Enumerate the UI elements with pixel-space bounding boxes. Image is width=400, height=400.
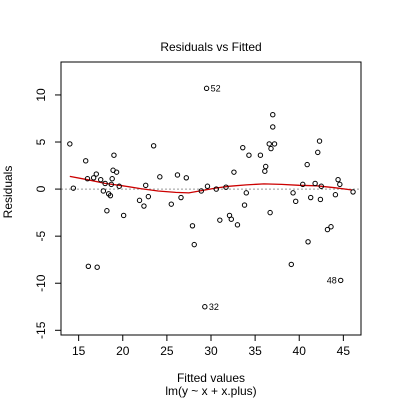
data-point — [67, 141, 73, 147]
data-point — [243, 190, 249, 196]
data-point — [317, 196, 324, 203]
y-tick-label: -5 — [34, 230, 48, 241]
data-point — [150, 143, 157, 149]
data-point — [316, 138, 323, 144]
data-point — [104, 208, 110, 214]
data-point — [300, 181, 306, 188]
y-tick-label: -15 — [34, 321, 48, 339]
data-point — [145, 193, 152, 200]
data-point — [231, 169, 237, 175]
data-point — [191, 241, 197, 248]
data-point — [234, 222, 241, 228]
data-point — [107, 192, 114, 199]
data-point — [100, 188, 107, 194]
data-point — [83, 158, 89, 164]
data-point — [217, 217, 223, 223]
data-point — [267, 209, 273, 216]
x-tick-label: 45 — [337, 344, 351, 358]
data-point — [228, 216, 234, 222]
data-point — [90, 175, 97, 181]
data-point — [93, 171, 99, 177]
y-tick-label: 5 — [34, 138, 48, 145]
data-point — [262, 168, 268, 174]
plot-area: 15 20 25 30 35 40 45 -15 -10 -5 0 5 10 52 32 48 — [34, 61, 362, 358]
data-point — [268, 145, 274, 152]
data-point — [113, 169, 120, 175]
data-point — [350, 189, 356, 195]
data-point — [141, 203, 147, 209]
data-point — [240, 144, 246, 151]
y-tick-label: 0 — [34, 185, 48, 192]
outlier-label: 52 — [211, 83, 221, 93]
data-point — [70, 185, 77, 191]
y-tick-label: -10 — [34, 274, 48, 292]
x-tick-label: 20 — [116, 344, 130, 358]
x-axis-sublabel: lm(y ~ x + x.plus) — [165, 384, 256, 398]
x-tick-label: 30 — [204, 344, 218, 358]
data-point — [315, 149, 321, 156]
data-point — [257, 152, 264, 158]
data-point — [109, 176, 115, 182]
data-point — [337, 181, 343, 188]
data-point — [293, 198, 299, 205]
data-point — [174, 172, 181, 178]
data-point — [202, 304, 208, 310]
data-point — [189, 223, 196, 229]
data-point — [136, 197, 143, 204]
data-point — [288, 261, 294, 268]
smooth-line — [69, 175, 353, 194]
y-axis-label: Residuals — [1, 166, 15, 219]
data-point — [318, 183, 324, 189]
data-point — [198, 188, 204, 194]
data-point — [116, 183, 122, 189]
data-point — [324, 226, 331, 233]
data-point — [111, 152, 117, 158]
data-point — [271, 141, 278, 147]
data-point — [270, 112, 276, 118]
data-point — [98, 176, 104, 183]
data-point — [263, 163, 269, 170]
data-point — [332, 192, 339, 198]
data-point — [108, 181, 114, 188]
data-point — [203, 85, 210, 92]
data-point — [290, 190, 296, 196]
data-point — [178, 194, 184, 201]
x-tick-label: 35 — [248, 344, 262, 358]
data-point — [183, 175, 189, 181]
y-tick-label: 10 — [34, 88, 48, 102]
data-point — [120, 212, 127, 219]
x-axis-label: Fitted values — [177, 371, 245, 385]
x-tick-label: 25 — [160, 344, 174, 358]
outlier-label: 32 — [209, 302, 219, 312]
data-point — [246, 152, 252, 158]
data-point — [143, 182, 149, 189]
data-point — [85, 263, 92, 269]
data-point — [84, 176, 91, 182]
data-point — [335, 176, 341, 183]
data-point — [157, 174, 163, 180]
data-point — [102, 180, 108, 187]
data-point — [241, 202, 248, 208]
data-point — [305, 239, 311, 245]
data-point — [168, 201, 174, 207]
data-point — [304, 161, 310, 168]
data-point — [308, 194, 314, 201]
outlier-label: 48 — [327, 275, 337, 285]
data-point — [328, 224, 334, 230]
data-point — [223, 184, 229, 190]
x-tick-label: 40 — [293, 344, 307, 358]
data-point — [312, 180, 318, 187]
data-point — [94, 264, 100, 270]
data-point — [270, 124, 276, 130]
plot-frame — [60, 61, 362, 336]
chart-title: Residuals vs Fitted — [160, 40, 261, 54]
data-point — [204, 183, 211, 189]
data-point — [266, 141, 272, 147]
x-tick-label: 15 — [72, 344, 86, 358]
data-point — [338, 277, 344, 284]
data-point — [213, 186, 219, 192]
